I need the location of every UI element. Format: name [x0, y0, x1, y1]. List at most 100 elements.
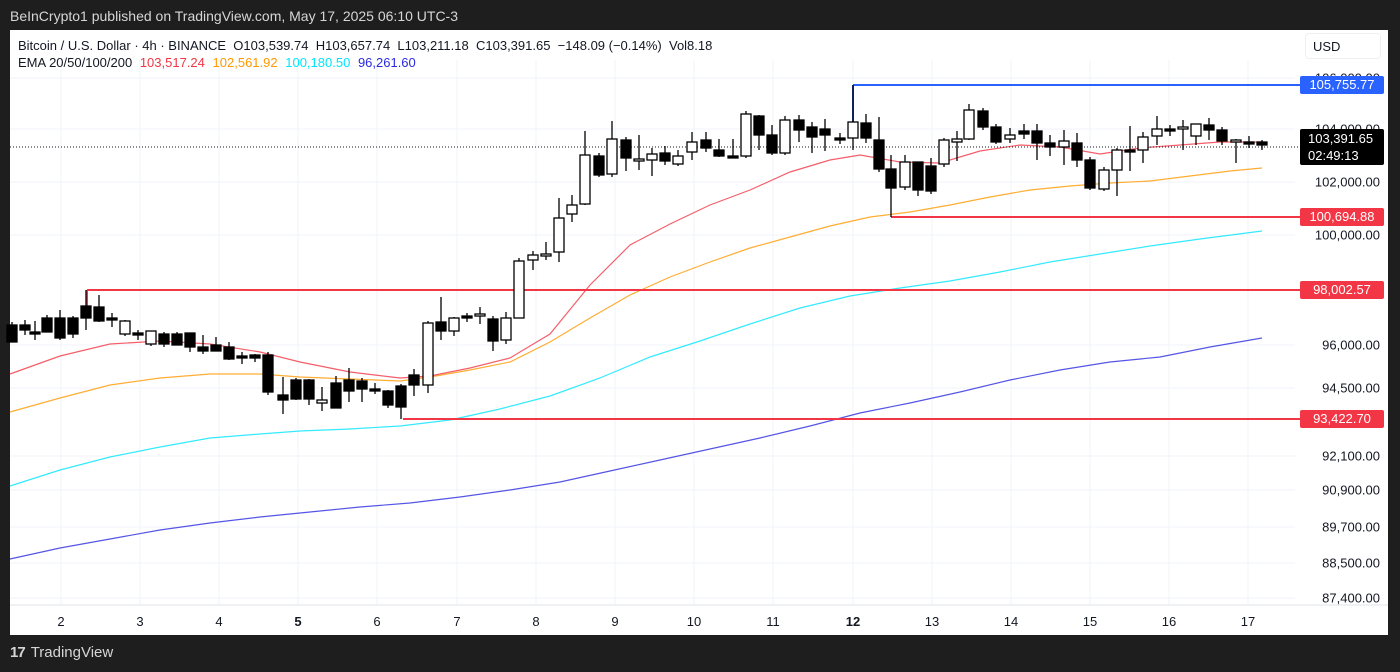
candle-body: [847, 121, 859, 139]
price-level-tag: 98,002.57: [1300, 281, 1384, 299]
candle-body: [67, 317, 79, 335]
footer: 17 TradingView: [10, 644, 113, 661]
ema100-line: [9, 230, 1263, 487]
open-value: O103,539.74: [233, 38, 309, 53]
candle-body: [579, 154, 591, 205]
candle-body: [330, 382, 342, 409]
ema200-line: [9, 337, 1263, 560]
candle-body: [54, 317, 66, 339]
ema50-line: [9, 167, 1263, 413]
price-level-tag: 93,422.70: [1300, 410, 1384, 428]
candle-body: [1230, 139, 1242, 143]
price-tick: 96,000.00: [1322, 337, 1380, 353]
candle-body: [646, 153, 658, 161]
candle-body: [766, 134, 778, 154]
ema20-line: [9, 141, 1262, 379]
date-tick: 17: [1240, 614, 1256, 629]
candle-body: [938, 139, 950, 165]
date-tick: 16: [1161, 614, 1177, 629]
candle-body: [1137, 136, 1149, 151]
price-tick: 89,700.00: [1322, 519, 1380, 535]
close-value: C103,391.65: [475, 38, 551, 53]
price-tick: 102,000.00: [1314, 174, 1380, 190]
candle-body: [672, 155, 684, 165]
candle-body: [1151, 128, 1163, 137]
price-tick: 92,100.00: [1322, 448, 1380, 464]
candle-body: [356, 380, 368, 390]
candle-body: [753, 115, 765, 136]
candle-body: [343, 379, 355, 392]
candle-body: [977, 110, 989, 128]
candle-body: [1098, 169, 1110, 190]
low-value: L103,211.18: [397, 38, 469, 53]
date-tick: 7: [453, 614, 461, 629]
candle-body: [171, 333, 183, 346]
candle-body: [19, 324, 31, 331]
candle-body: [448, 317, 460, 332]
candle-body: [1256, 141, 1268, 146]
candle-body: [620, 139, 632, 159]
publish-bar: BeInCrypto1 published on TradingView.com…: [0, 0, 1400, 30]
publish-text: BeInCrypto1 published on TradingView.com…: [10, 8, 458, 24]
ohlc-row: Bitcoin / U.S. Dollar · 4h · BINANCE O10…: [18, 37, 712, 54]
date-tick: 4: [215, 614, 223, 629]
candle-body: [316, 399, 328, 404]
candle-body: [860, 122, 872, 139]
candle-body: [132, 332, 144, 336]
candle-body: [1190, 123, 1202, 137]
date-tick: 6: [373, 614, 381, 629]
candle-body: [633, 158, 645, 162]
candle-body: [1018, 130, 1030, 135]
price-level-tag: 105,755.77: [1300, 76, 1384, 94]
candle-body: [249, 354, 261, 359]
last-price-tag: 103,391.65 02:49:13: [1300, 129, 1384, 165]
date-tick: 13: [924, 614, 940, 629]
candle-body: [422, 322, 434, 386]
candle-body: [513, 260, 525, 319]
chart-legend: Bitcoin / U.S. Dollar · 4h · BINANCE O10…: [18, 37, 712, 71]
currency-selector[interactable]: USD: [1305, 33, 1381, 59]
candle-body: [1203, 124, 1215, 131]
ema-label[interactable]: EMA 20/50/100/200: [18, 55, 133, 70]
candle-body: [29, 331, 41, 335]
candle-body: [1058, 140, 1070, 148]
date-tick: 8: [532, 614, 540, 629]
date-tick: 11: [766, 614, 780, 629]
candle-body: [713, 149, 725, 157]
date-tick: 10: [686, 614, 702, 629]
brand-label: TradingView: [30, 644, 114, 661]
candle-body: [500, 317, 512, 341]
candle-body: [290, 379, 302, 400]
tradingview-logo-icon: 17: [10, 644, 26, 661]
date-tick: 14: [1003, 614, 1019, 629]
date-tick: 15: [1082, 614, 1098, 629]
candle-body: [1111, 149, 1123, 171]
candle-body: [1124, 149, 1136, 153]
candle-body: [834, 137, 846, 141]
candle-body: [1004, 134, 1016, 140]
candle-body: [1216, 129, 1228, 142]
candle-body: [487, 318, 499, 342]
candle-body: [659, 152, 671, 162]
price-tick: 100,000.00: [1314, 227, 1380, 243]
ema20-value: 103,517.24: [139, 55, 205, 70]
candle-body: [461, 315, 473, 319]
candle-body: [793, 119, 805, 131]
volume-value: Vol8.18: [668, 38, 713, 53]
symbol-label[interactable]: Bitcoin / U.S. Dollar · 4h · BINANCE: [18, 38, 227, 53]
price-tick: 88,500.00: [1322, 555, 1380, 571]
candle-body: [277, 394, 289, 401]
candle-body: [1071, 142, 1083, 161]
ema200-value: 96,261.60: [357, 55, 416, 70]
price-tick: 90,900.00: [1322, 482, 1380, 498]
candle-body: [262, 354, 274, 393]
candle-body: [806, 126, 818, 138]
candle-body: [990, 126, 1002, 143]
candle-body: [885, 168, 897, 189]
candle-body: [553, 217, 565, 253]
date-tick: 5: [294, 614, 302, 629]
candle-body: [727, 155, 739, 159]
candle-body: [1177, 126, 1189, 130]
change-value: −148.09 (−0.14%): [557, 38, 662, 53]
